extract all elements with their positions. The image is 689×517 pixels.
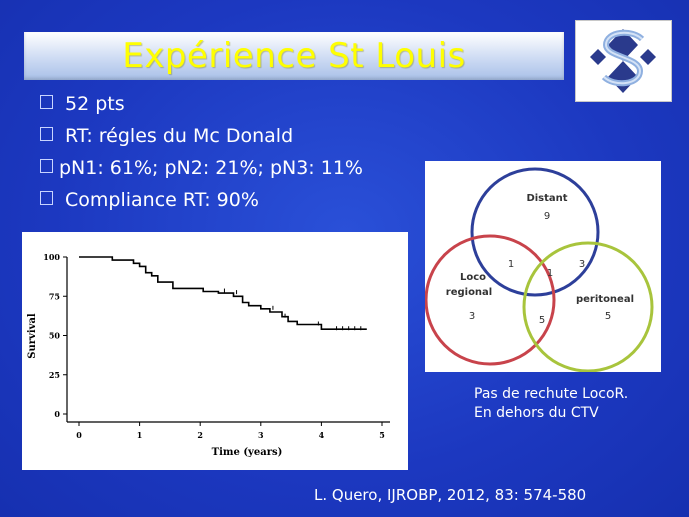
note: Pas de rechute LocoR. En dehors du CTV: [474, 385, 628, 423]
bullet-square-icon: [40, 159, 53, 173]
bullet-item: pN1: 61%; pN2: 21%; pN3: 11%: [40, 154, 363, 186]
y-tick-label: 25: [49, 370, 60, 380]
venn-value-distant: 9: [544, 211, 550, 222]
venn-overlap-distant-peritoneal: 3: [579, 259, 585, 270]
x-tick-label: 4: [319, 430, 325, 440]
reference-citation: L. Quero, IJROBP, 2012, 83: 574-580: [314, 486, 587, 504]
venn-label-regional: regional: [446, 287, 492, 298]
bullet-square-icon: [40, 191, 53, 205]
venn-label-loco: Loco: [460, 272, 486, 283]
y-tick-label: 50: [49, 331, 61, 341]
y-tick-label: 75: [49, 291, 60, 301]
x-tick-label: 3: [258, 430, 264, 440]
bullet-list: 52 pts RT: régles du Mc Donald pN1: 61%;…: [40, 90, 363, 218]
venn-circle-peritoneal: [522, 241, 654, 373]
venn-label-peritoneal: peritoneal: [576, 294, 634, 305]
x-tick-label: 0: [76, 430, 82, 440]
logo-box: [575, 20, 672, 102]
survival-curve-chart: 0 25 50 75 100 0 1 2 3 4 5 Time (years) Survival: [27, 252, 390, 458]
x-tick-label: 5: [379, 430, 385, 440]
chart-axes: [66, 257, 390, 423]
bullet-item: Compliance RT: 90%: [40, 186, 363, 218]
venn-overlap-distant-loco: 1: [508, 259, 514, 270]
venn-overlap-loco-peritoneal: 5: [539, 315, 545, 326]
venn-overlap-all: 1: [547, 268, 553, 279]
bullet-item: RT: régles du Mc Donald: [40, 122, 363, 154]
note-line-2: En dehors du CTV: [474, 405, 599, 421]
x-axis-label: Time (years): [212, 447, 283, 458]
recurrence-venn-diagram: Distant 9 Loco regional 3 peritoneal 5 1…: [424, 167, 654, 373]
venn-circle-distant: [470, 167, 600, 297]
bullet-text: Compliance RT: 90%: [65, 189, 259, 211]
censor-marks: [223, 288, 362, 331]
bullet-text: 52 pts: [65, 93, 125, 115]
venn-value-loco: 3: [469, 311, 475, 322]
slide-title: Expérience St Louis: [122, 36, 466, 76]
y-axis-label: Survival: [27, 313, 38, 359]
x-tick-label: 1: [137, 430, 143, 440]
venn-diagram-panel: Distant 9 Loco regional 3 peritoneal 5 1…: [424, 161, 661, 373]
bullet-square-icon: [40, 95, 53, 109]
x-tick-label: 2: [197, 430, 203, 440]
chart-ticks: 0 25 50 75 100 0 1 2 3 4 5: [43, 252, 384, 440]
bullet-item: 52 pts: [40, 90, 363, 122]
venn-value-peritoneal: 5: [605, 311, 611, 322]
title-bar: Expérience St Louis: [24, 32, 564, 80]
institution-logo-icon: [590, 29, 656, 93]
survival-chart-panel: 0 25 50 75 100 0 1 2 3 4 5 Time (years) Survival: [22, 232, 408, 470]
survival-step-line: [79, 256, 367, 330]
bullet-text: pN1: 61%; pN2: 21%; pN3: 11%: [59, 157, 363, 179]
note-line-1: Pas de rechute LocoR.: [474, 386, 629, 402]
venn-circle-loco-regional: [424, 234, 556, 366]
y-tick-label: 0: [54, 409, 60, 419]
y-tick-label: 100: [43, 252, 60, 262]
bullet-text: RT: régles du Mc Donald: [65, 125, 294, 147]
bullet-square-icon: [40, 127, 53, 141]
venn-label-distant: Distant: [526, 193, 567, 204]
